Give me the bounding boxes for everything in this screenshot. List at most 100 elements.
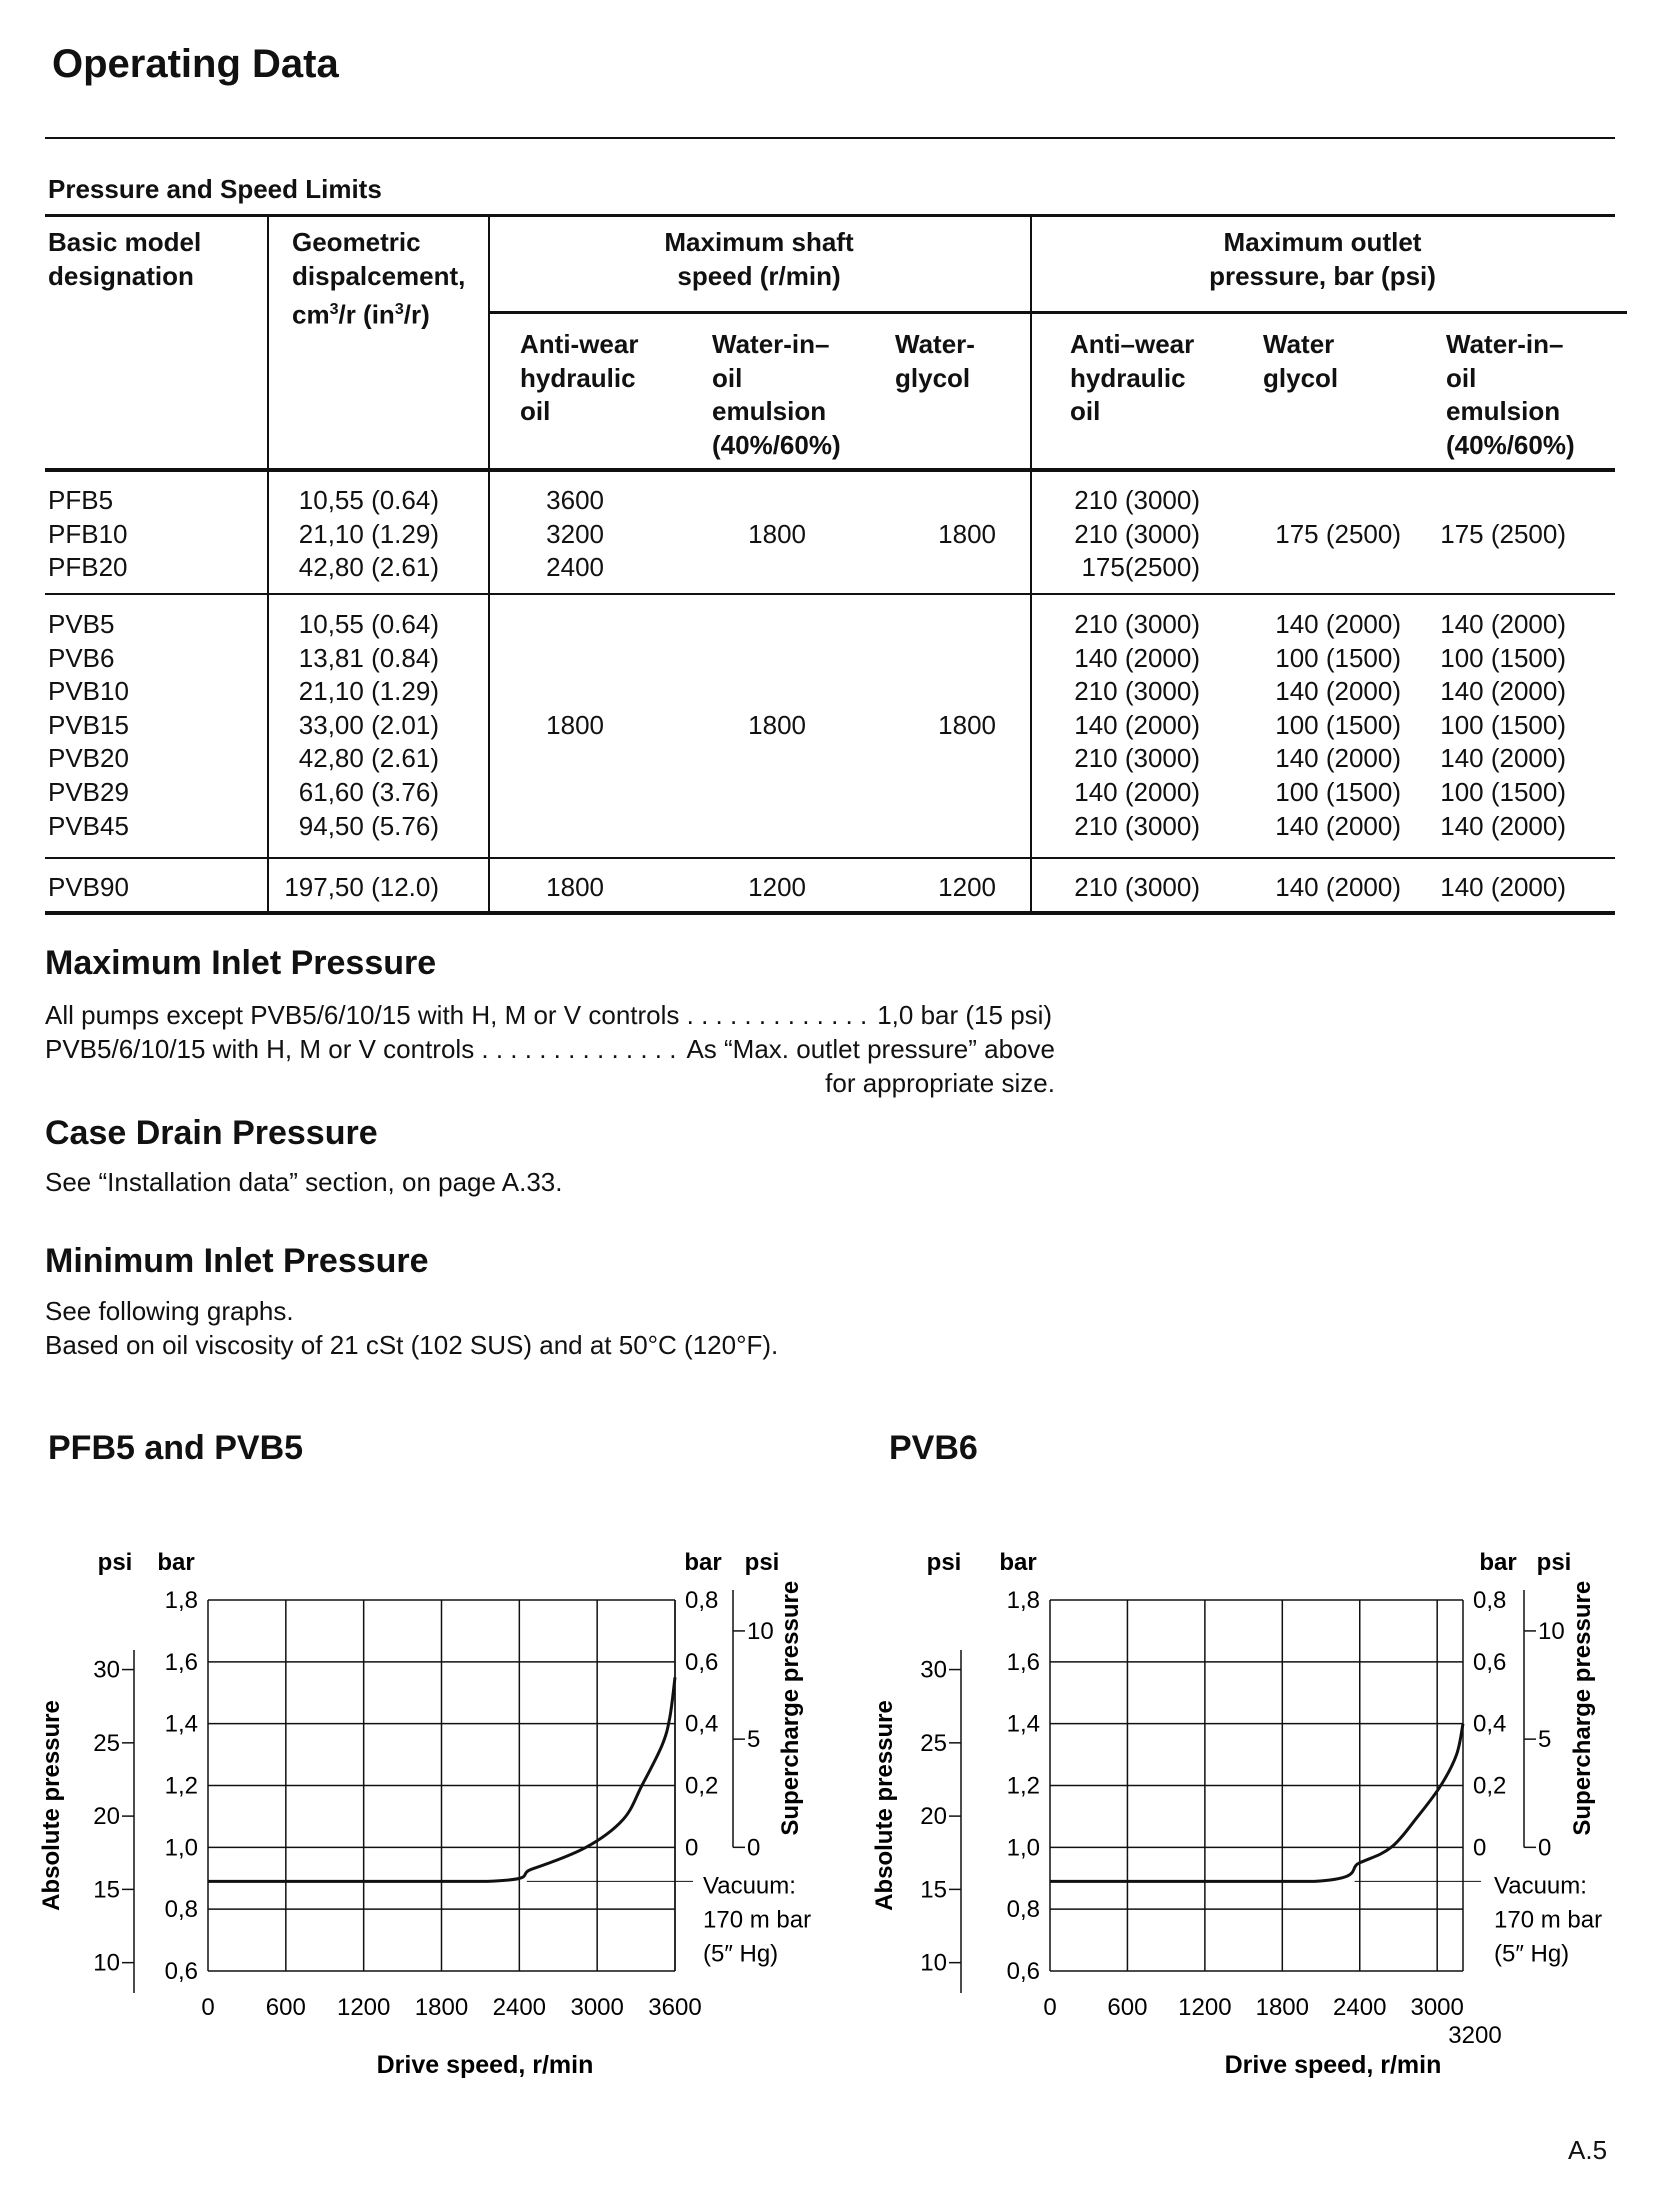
max-outlet-pressure-value: 210 (3000) [1074,485,1200,515]
chart-title-pvb6: PVB6 [889,1429,978,1467]
table-column-rule [267,216,269,913]
y-tick-label-psi-gauge: 5 [1538,1726,1551,1753]
max-outlet-pressure-value: 140 (2000) [1440,810,1566,841]
y-axis-label-supercharge: Supercharge pressure [777,1581,804,1836]
y-tick-label-bar-gauge: 0,4 [685,1711,718,1738]
model-name: PVB10 [48,676,129,707]
displacement-value: 61,60 (3.76) [298,777,439,807]
max-inlet-line3: for appropriate size. [825,1068,1055,1098]
max-inlet-heading: Maximum Inlet Pressure [45,944,437,982]
y-tick-label-bar-gauge: 0,6 [685,1649,718,1676]
max-outlet-pressure-value: 140 (2000) [1074,642,1200,673]
y-axis-label-absolute: Absolute pressure [38,1700,65,1911]
y-tick-label-bar-gauge: 0,2 [1473,1773,1506,1800]
y-tick-label-bar-gauge: 0 [685,1834,698,1861]
model-name: PVB5 [48,609,115,639]
max-inlet-row-1: All pumps except PVB5/6/10/15 with H, M … [45,998,1055,1032]
subheader-speed: (40%/60%) [712,429,841,460]
min-inlet-heading: Minimum Inlet Pressure [45,1242,429,1280]
y-tick-label-bar-abs: 0,6 [1007,1958,1040,1985]
y-tick-label-bar-abs: 1,8 [1007,1587,1040,1614]
y-tick-label-psi-abs: 25 [920,1730,947,1757]
subheader-pressure: (40%/60%) [1446,429,1575,460]
case-drain-heading: Case Drain Pressure [45,1114,378,1152]
displacement-value: 42,80 (2.61) [298,552,439,583]
y-tick-label-psi-abs: 10 [93,1950,120,1977]
y-tick-label-bar-abs: 1,0 [1007,1834,1040,1861]
vacuum-annotation: (5″ Hg) [1494,1940,1569,1967]
header-model: designation [48,260,194,291]
chart-title-pfb5-pvb5: PFB5 and PVB5 [48,1429,304,1467]
y-tick-label-psi-gauge: 5 [747,1726,760,1753]
max-speed-antiwear: 1800 [546,872,604,902]
title-divider [45,137,1615,139]
subheader-pressure: glycol [1263,362,1339,393]
max-inlet-line2-value: As “Max. outlet pressure” above [686,1034,1055,1064]
max-outlet-pressure-value: 100 (1500) [1440,642,1566,673]
header-max-outlet-pressure: pressure, bar (psi) [1209,260,1436,291]
unit-label: bar [157,1549,194,1576]
y-tick-label-psi-gauge: 0 [1538,1834,1551,1861]
header-displacement: dispalcement, [292,260,466,291]
y-axis-label-absolute: Absolute pressure [871,1700,898,1911]
max-speed-water-glycol: 1800 [938,709,996,740]
unit-label: psi [745,1549,780,1576]
subheader-pressure: oil [1070,396,1101,426]
vacuum-annotation: 170 m bar [1494,1906,1602,1933]
y-axis-label-supercharge: Supercharge pressure [1569,1581,1596,1836]
subheader-pressure: oil [1446,362,1477,393]
subheader-speed: oil [712,362,743,393]
max-speed-water-glycol: 1200 [938,872,996,902]
model-name: PFB10 [48,518,128,549]
model-name: PVB90 [48,872,129,902]
y-tick-label-bar-abs: 1,0 [165,1834,198,1861]
subheader-speed: oil [520,396,551,426]
x-tick-label: 3200 [1448,2022,1501,2049]
y-tick-label-psi-abs: 15 [93,1876,120,1903]
table-group-rule [45,857,1615,859]
unit-label: bar [999,1549,1036,1576]
y-tick-label-psi-abs: 30 [920,1657,947,1684]
max-outlet-pressure-value: 140 (2000) [1074,709,1200,740]
y-tick-label-bar-gauge: 0 [1473,1834,1486,1861]
model-name: PVB20 [48,743,129,774]
y-tick-label-bar-gauge: 0,4 [1473,1711,1506,1738]
y-tick-label-psi-abs: 30 [93,1657,120,1684]
chart-pvb6: 1,81,61,41,21,00,80,60 600 1200 1800 2400 300… [871,1549,1602,2079]
max-inlet-line1-value: 1,0 bar (15 psi) [877,1000,1053,1030]
y-tick-label-bar-abs: 1,6 [165,1649,198,1676]
y-tick-label-psi-abs: 25 [93,1730,120,1757]
table-bottom-rule [45,911,1615,915]
min-inlet-line2: Based on oil viscosity of 21 cSt (102 SU… [45,1330,779,1360]
unit-label: psi [98,1549,133,1576]
header-max-shaft-speed: Maximum shaft [664,227,854,257]
y-tick-label-bar-abs: 0,6 [165,1958,198,1985]
y-tick-label-bar-gauge: 0,2 [685,1773,718,1800]
unit-label: bar [1479,1549,1516,1576]
y-tick-label-bar-abs: 1,4 [165,1711,198,1738]
x-tick-label: 1800 [415,1994,468,2021]
y-tick-label-bar-gauge: 0,8 [685,1587,718,1614]
y-tick-label-psi-abs: 10 [920,1950,947,1977]
x-tick-label: 1200 [1178,1994,1231,2021]
unit-label: psi [927,1549,962,1576]
min-inlet-line1: See following graphs. [45,1296,294,1326]
max-outlet-pressure-value: 140 (2000) [1275,609,1401,639]
max-outlet-pressure-value: 140 (2000) [1275,743,1401,774]
x-tick-label: 0 [201,1994,214,2021]
unit-label: psi [1537,1549,1572,1576]
table-column-rule [1030,216,1032,913]
x-tick-label: 2400 [1333,1994,1386,2021]
y-tick-label-bar-abs: 1,4 [1007,1711,1040,1738]
model-name: PVB29 [48,777,129,807]
max-outlet-pressure-value: 140 (2000) [1440,743,1566,774]
displacement-value: 42,80 (2.61) [298,743,439,774]
y-tick-label-bar-abs: 1,8 [165,1587,198,1614]
max-outlet-pressure-value: 175 (2500) [1440,518,1566,549]
subheader-speed: Anti-wear [520,329,639,359]
vacuum-annotation: 170 m bar [703,1906,811,1933]
max-outlet-pressure-value: 210 (3000) [1074,676,1200,707]
y-tick-label-bar-abs: 0,8 [1007,1896,1040,1923]
vacuum-annotation: (5″ Hg) [703,1940,778,1967]
max-outlet-pressure-value: 140 (2000) [1074,777,1200,807]
